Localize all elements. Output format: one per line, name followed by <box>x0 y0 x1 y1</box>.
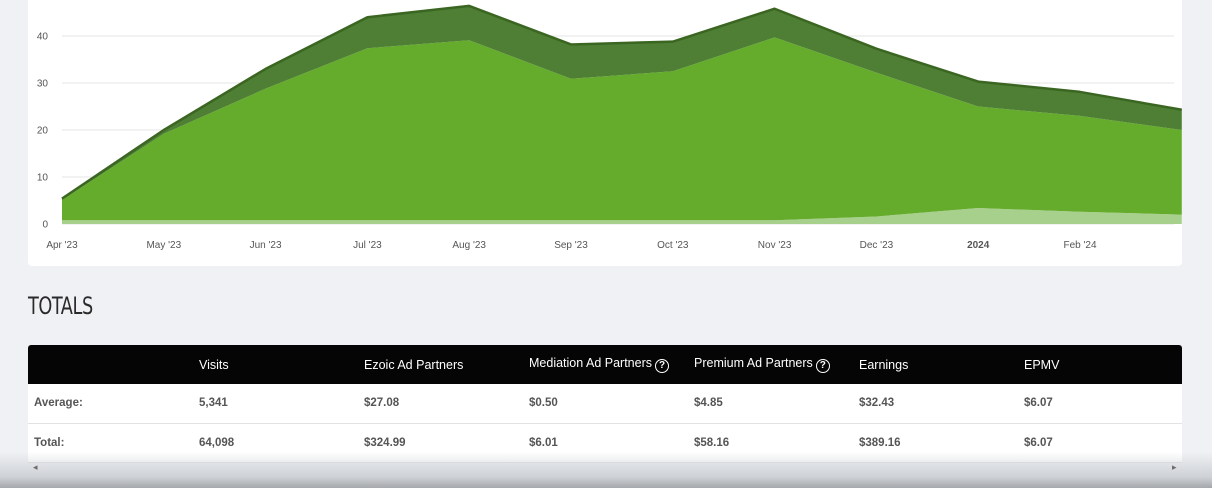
header-mediation-label: Mediation Ad Partners <box>529 356 652 370</box>
premium-cell: $58.16 <box>694 436 730 449</box>
totals-header-row: Visits Ezoic Ad Partners Mediation Ad Pa… <box>28 345 1182 384</box>
header-earnings[interactable]: Earnings <box>853 345 1018 384</box>
mediation-cell: $0.50 <box>529 397 558 410</box>
totals-heading: TOTALS <box>28 292 93 320</box>
x-tick-label: Nov '23 <box>758 240 792 251</box>
x-tick-label: Sep '23 <box>554 240 588 251</box>
area-series-1 <box>62 208 1182 224</box>
area-series-3 <box>62 5 1182 201</box>
help-icon[interactable]: ? <box>815 359 830 373</box>
help-icon[interactable]: ? <box>655 359 669 373</box>
header-epmv[interactable]: EPMV <box>1018 345 1182 384</box>
x-tick-label: Apr '23 <box>46 240 78 251</box>
totals-table-container: Visits Ezoic Ad Partners Mediation Ad Pa… <box>28 345 1182 463</box>
scroll-left-arrow-icon[interactable]: ◂ <box>33 462 38 472</box>
x-tick-label: Dec '23 <box>860 240 894 251</box>
y-tick-label: 10 <box>37 173 49 184</box>
epmv-cell: $6.07 <box>1024 436 1053 449</box>
earnings-cell: $389.16 <box>859 436 901 449</box>
row-label: Total: <box>34 436 65 449</box>
area-series-2 <box>62 37 1182 221</box>
x-tick-label: Feb '24 <box>1063 240 1096 251</box>
totals-table: Visits Ezoic Ad Partners Mediation Ad Pa… <box>28 345 1182 463</box>
visits-cell: 64,098 <box>199 436 235 449</box>
header-premium-label: Premium Ad Partners <box>694 356 813 370</box>
stacked-area-chart: 0 10 20 30 40 Apr '23 May '23 Jun '23 Jul '23 Aug… <box>37 4 1182 251</box>
horizontal-scrollbar[interactable] <box>0 452 1212 488</box>
premium-cell: $4.85 <box>694 397 723 410</box>
table-row-average: Average: 5,341 $27.08 $0.50 $4.85 $32.43… <box>28 384 1182 423</box>
header-mediation-ad-partners[interactable]: Mediation Ad Partners? <box>523 345 688 384</box>
visits-cell: 5,341 <box>199 397 228 410</box>
header-premium-ad-partners[interactable]: Premium Ad Partners? <box>688 345 853 384</box>
x-tick-label: May '23 <box>146 240 181 251</box>
x-tick-label: Oct '23 <box>657 240 689 251</box>
x-tick-label: 2024 <box>967 240 990 251</box>
earnings-chart-card: 0 10 20 30 40 Apr '23 May '23 Jun '23 Jul '23 Aug… <box>28 0 1182 266</box>
ezoic-cell: $27.08 <box>364 397 400 410</box>
epmv-cell: $6.07 <box>1024 397 1053 410</box>
earnings-cell: $32.43 <box>859 397 895 410</box>
area-top-line <box>61 4 1182 200</box>
x-tick-label: Aug '23 <box>452 240 486 251</box>
y-tick-label: 40 <box>37 32 49 43</box>
header-ezoic-ad-partners[interactable]: Ezoic Ad Partners <box>358 345 523 384</box>
y-tick-label: 0 <box>42 220 48 231</box>
header-visits[interactable]: Visits <box>193 345 358 384</box>
x-tick-label: Jul '23 <box>353 240 382 251</box>
header-label-column <box>28 345 193 384</box>
x-tick-label: Jun '23 <box>250 240 282 251</box>
scroll-right-arrow-icon[interactable]: ▸ <box>1172 462 1177 472</box>
header-visits-label: Visits <box>199 357 229 372</box>
header-earnings-label: Earnings <box>859 357 909 372</box>
mediation-cell: $6.01 <box>529 436 558 449</box>
ezoic-cell: $324.99 <box>364 436 406 449</box>
row-label: Average: <box>34 397 83 410</box>
y-tick-label: 20 <box>37 126 49 137</box>
y-tick-label: 30 <box>37 79 49 90</box>
header-ezoic-label: Ezoic Ad Partners <box>364 357 464 372</box>
header-epmv-label: EPMV <box>1024 357 1060 372</box>
